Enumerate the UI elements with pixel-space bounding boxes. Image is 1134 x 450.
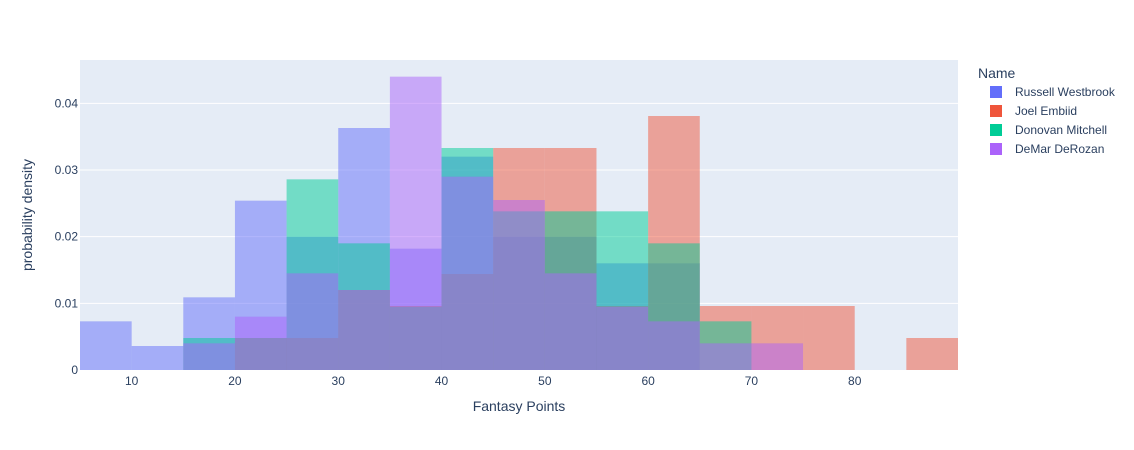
histogram-bar [803,306,855,370]
x-tick-label: 40 [435,374,449,388]
x-tick-label: 70 [745,374,759,388]
x-tick-label: 50 [538,374,552,388]
x-tick-label: 10 [125,374,139,388]
legend-swatch[interactable] [990,124,1002,136]
y-tick-label: 0.03 [55,163,79,177]
legend-label[interactable]: Joel Embiid [1015,104,1077,118]
histogram-bar [596,306,649,370]
histogram-bar [234,316,287,370]
x-tick-label: 30 [332,374,346,388]
y-tick-label: 0.01 [55,296,79,310]
histogram-bar [338,290,390,370]
y-axis-title: probability density [19,159,35,271]
x-axis-ticks: 10 20 30 40 50 60 70 80 [125,374,862,388]
x-axis-title: Fantasy Points [473,398,566,414]
series-bars [183,76,804,371]
legend-swatch[interactable] [990,105,1002,117]
legend: Name Russell Westbrook Joel Embiid Donovan… [978,65,1116,156]
histogram-bar [441,176,494,370]
histogram-bar [80,321,132,370]
x-tick-label: 80 [848,374,862,388]
histogram-bar [131,346,184,370]
histogram-bar [389,76,442,371]
histogram-bar [493,200,545,370]
x-tick-label: 20 [228,374,242,388]
histogram-bar [183,343,235,370]
histogram-bar [906,338,958,370]
y-axis-ticks: 0 0.01 0.02 0.03 0.04 [55,96,79,377]
y-tick-label: 0.04 [55,96,79,110]
legend-swatch[interactable] [990,86,1002,98]
histogram-bar [751,343,804,370]
x-tick-label: 60 [641,374,655,388]
histogram-bar [544,273,597,370]
histogram-bars [80,76,958,371]
histogram-bar [699,343,752,370]
legend-label[interactable]: Russell Westbrook [1015,85,1116,99]
y-tick-label: 0.02 [55,230,79,244]
y-tick-label: 0 [71,363,78,377]
legend-title: Name [978,65,1016,81]
histogram-bar [648,321,700,370]
legend-label[interactable]: DeMar DeRozan [1015,142,1104,156]
legend-swatch[interactable] [990,143,1002,155]
histogram-bar [286,273,339,370]
legend-label[interactable]: Donovan Mitchell [1015,123,1107,137]
